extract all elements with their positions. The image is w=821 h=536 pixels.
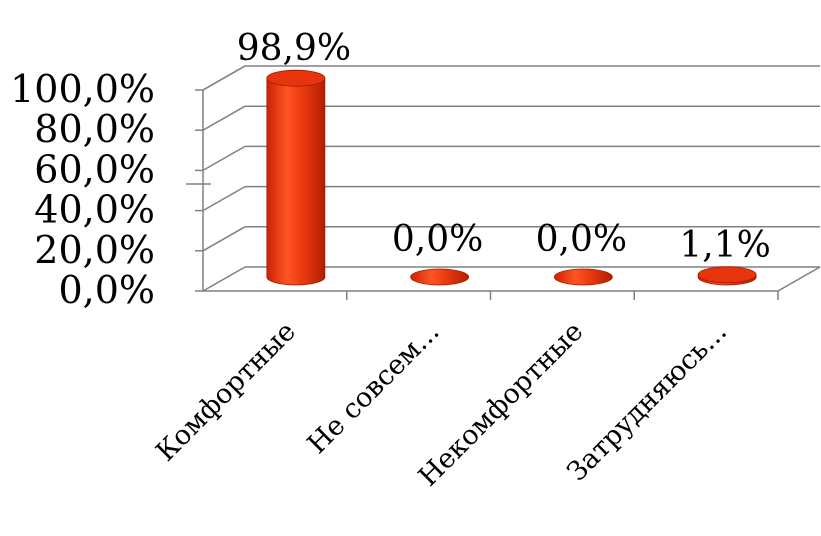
y-tick-label: 0,0% bbox=[58, 268, 155, 312]
gridlines bbox=[186, 65, 820, 292]
gridline-side bbox=[202, 145, 246, 172]
data-labels: 98,9% 0,0% 0,0% 1,1% bbox=[237, 28, 771, 266]
data-label: 0,0% bbox=[392, 219, 483, 260]
data-label: 0,0% bbox=[536, 219, 627, 260]
y-tick-label: 60,0% bbox=[34, 147, 155, 191]
y-tick-label: 40,0% bbox=[34, 188, 155, 232]
x-axis-labels: Комфортные Не совсем...НекомфортныеЗатруд… bbox=[150, 316, 733, 493]
y-tick-label: 20,0% bbox=[34, 228, 155, 272]
left-wall-edge bbox=[202, 65, 246, 291]
gridline-side bbox=[202, 185, 246, 212]
bar-top bbox=[697, 266, 757, 284]
gridline-side bbox=[202, 105, 246, 131]
bar-body bbox=[266, 77, 326, 286]
bars bbox=[266, 69, 779, 300]
bar-top bbox=[266, 69, 326, 87]
gridline-side bbox=[202, 226, 246, 252]
data-label: 98,9% bbox=[237, 28, 351, 69]
x-category-label: Не совсем... bbox=[302, 316, 446, 460]
x-category-label: Комфортные bbox=[150, 316, 301, 467]
y-tick-label: 80,0% bbox=[34, 107, 155, 151]
y-tick-label: 100,0% bbox=[10, 67, 155, 111]
x-category-label: Затрудняюсь... bbox=[561, 316, 733, 488]
gridline-side bbox=[202, 266, 246, 292]
bar-disc bbox=[410, 268, 470, 286]
data-label: 1,1% bbox=[679, 225, 770, 266]
gridline-side bbox=[202, 65, 246, 91]
bar-disc bbox=[553, 268, 613, 286]
y-axis-ticks: 0,0%20,0%40,0%60,0%80,0%100,0% bbox=[10, 67, 155, 312]
